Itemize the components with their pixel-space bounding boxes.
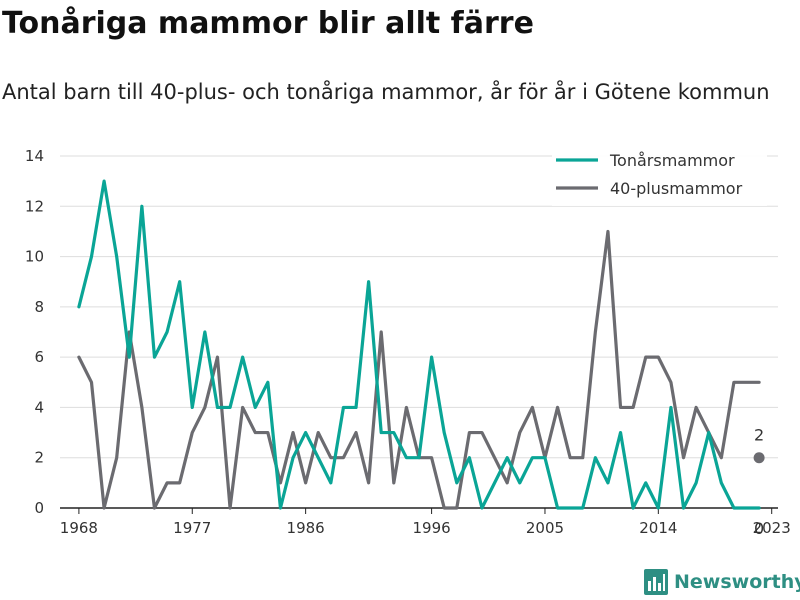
chart-subtitle: Antal barn till 40-plus- och tonåriga ma…	[2, 80, 770, 104]
brand-name: Newsworthy	[674, 571, 800, 593]
y-tick-label: 8	[34, 298, 44, 316]
y-tick-label: 12	[25, 197, 44, 215]
end-value-label: 2	[754, 426, 764, 445]
y-tick-label: 14	[25, 147, 44, 165]
legend-box	[552, 142, 767, 206]
end-point-marker	[753, 452, 765, 464]
x-tick-label: 1977	[173, 519, 211, 537]
y-tick-label: 10	[25, 248, 44, 266]
chart-logo-icon	[644, 569, 668, 595]
x-tick-label: 1986	[287, 519, 325, 537]
x-tick-label: 2014	[639, 519, 677, 537]
brand-logo: Newsworthy	[644, 569, 800, 595]
y-tick-label: 6	[34, 348, 44, 366]
x-tick-label: 1968	[60, 519, 98, 537]
end-value-label: 0	[754, 519, 764, 538]
series-line-40-plusmammor	[77, 229, 761, 510]
y-tick-label: 4	[34, 398, 44, 416]
x-tick-label: 2023	[753, 519, 791, 537]
legend-label: Tonårsmammor	[609, 151, 735, 170]
legend-label: 40-plusmammor	[610, 179, 743, 198]
series-line-tonarsmammor	[77, 179, 761, 510]
x-tick-label: 2005	[526, 519, 564, 537]
y-tick-label: 0	[34, 499, 44, 517]
x-tick-label: 1996	[413, 519, 451, 537]
y-tick-label: 2	[34, 449, 44, 467]
chart-title: Tonåriga mammor blir allt färre	[2, 6, 534, 41]
